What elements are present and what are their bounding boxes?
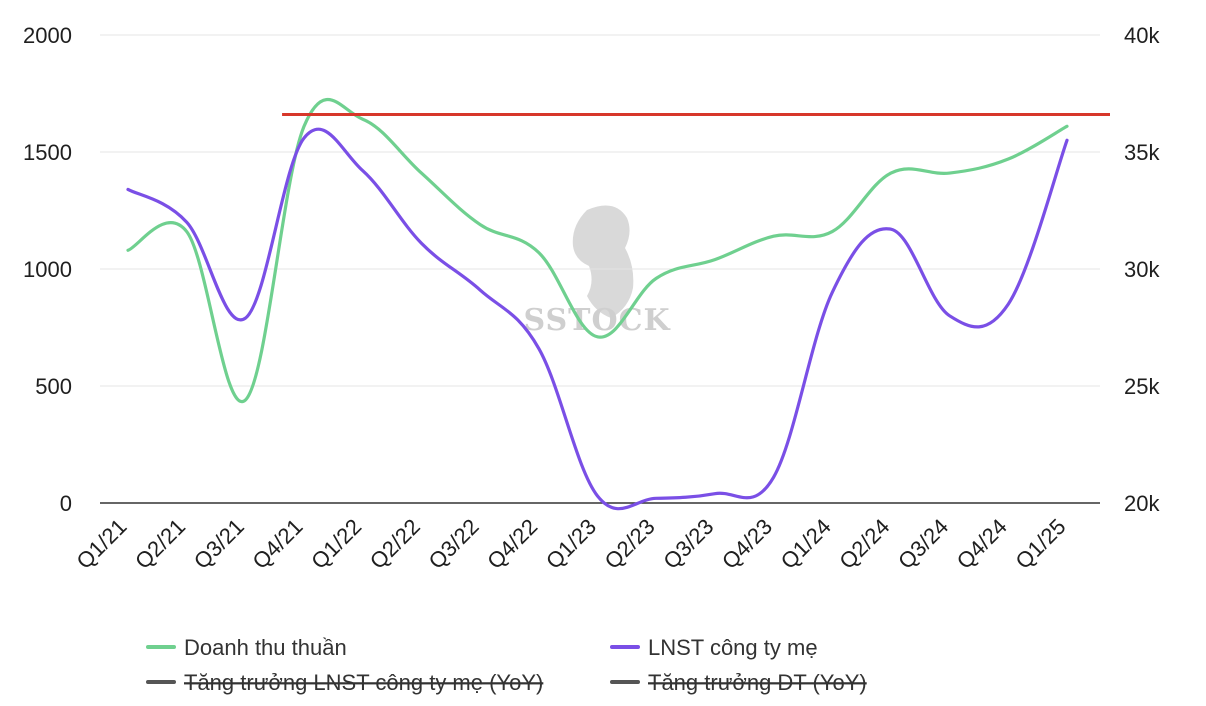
left-tick-label: 1000 xyxy=(23,257,72,282)
watermark-text: SSTOCK xyxy=(523,303,670,338)
x-tick-label: Q4/21 xyxy=(248,514,308,574)
x-tick-label: Q4/23 xyxy=(717,514,777,574)
legend-item-label: Tăng trưởng DT (YoY) xyxy=(648,670,867,695)
x-tick-label: Q3/21 xyxy=(189,514,249,574)
right-tick-label: 35k xyxy=(1124,140,1160,165)
x-tick-label: Q2/22 xyxy=(365,514,425,574)
series-group xyxy=(126,98,1069,511)
right-tick-label: 30k xyxy=(1124,257,1160,282)
left-tick-label: 500 xyxy=(35,374,72,399)
x-tick-label: Q4/22 xyxy=(482,514,542,574)
x-tick-label: Q1/21 xyxy=(71,514,131,574)
legend-item-label: LNST công ty mẹ xyxy=(648,635,818,660)
x-tick-label: Q2/24 xyxy=(834,514,894,574)
x-axis: Q1/21Q2/21Q3/21Q4/21Q1/22Q2/22Q3/22Q4/22… xyxy=(71,514,1070,574)
x-tick-label: Q4/24 xyxy=(952,514,1012,574)
gridlines xyxy=(100,34,1100,504)
watermark: SSTOCK xyxy=(523,205,670,338)
x-tick-label: Q1/23 xyxy=(541,514,601,574)
x-tick-label: Q1/24 xyxy=(776,514,836,574)
x-tick-label: Q1/22 xyxy=(306,514,366,574)
x-tick-label: Q1/25 xyxy=(1010,514,1070,574)
right-tick-label: 25k xyxy=(1124,374,1160,399)
left-y-axis: 0 500 1000 1500 2000 xyxy=(23,23,72,516)
x-tick-label: Q3/23 xyxy=(658,514,718,574)
right-tick-label: 20k xyxy=(1124,491,1160,516)
legend-item-label: Tăng trưởng LNST công ty mẹ (YoY) xyxy=(184,670,543,695)
left-tick-label: 1500 xyxy=(23,140,72,165)
legend: Doanh thu thuần LNST công ty mẹ Tăng trưởn… xyxy=(146,635,867,695)
horse-logo-icon xyxy=(572,205,634,318)
series-line-doanh-thu xyxy=(126,98,1069,404)
right-y-axis: 20k 25k 30k 35k 40k xyxy=(1124,23,1160,516)
x-tick-label: Q2/23 xyxy=(600,514,660,574)
x-tick-label: Q3/24 xyxy=(893,514,953,574)
legend-item-label: Doanh thu thuần xyxy=(184,635,347,660)
left-tick-label: 2000 xyxy=(23,23,72,48)
x-tick-label: Q3/22 xyxy=(424,514,484,574)
series-line-lnst xyxy=(126,127,1069,511)
right-tick-label: 40k xyxy=(1124,23,1160,48)
left-tick-label: 0 xyxy=(60,491,72,516)
x-tick-label: Q2/21 xyxy=(130,514,190,574)
